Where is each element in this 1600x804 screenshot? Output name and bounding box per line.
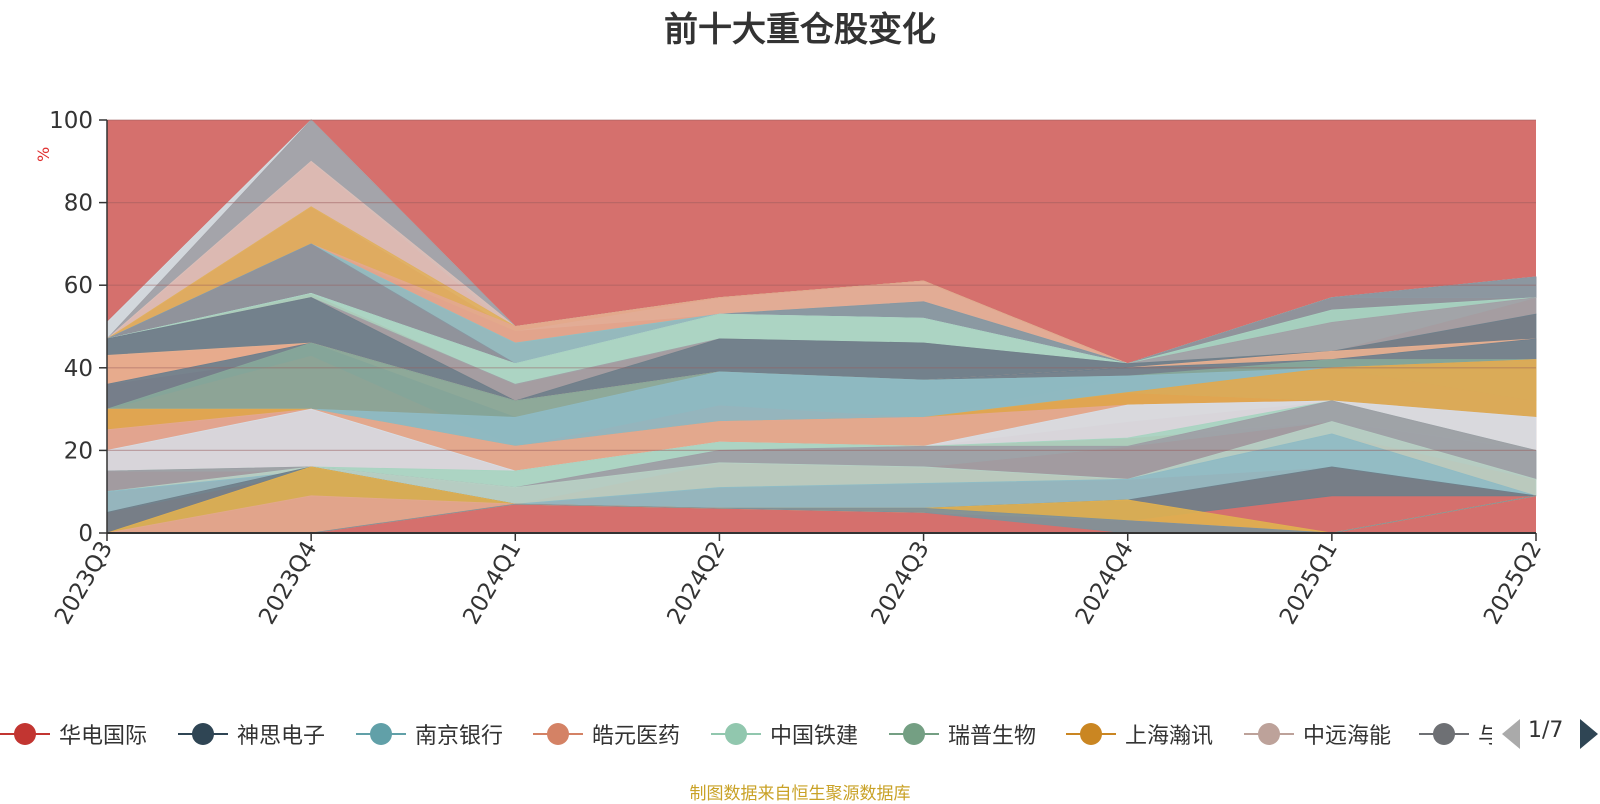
y-tick-label: 60 (64, 273, 93, 299)
legend-marker-icon (1419, 722, 1469, 746)
legend-item-label: 瑞普生物 (948, 724, 1037, 749)
legend-item[interactable]: 皓元医药 (533, 712, 680, 756)
legend-item-label: 神思电子 (237, 724, 326, 749)
x-tick-label: 2023Q3 (50, 537, 118, 629)
y-tick-label: 100 (49, 108, 93, 134)
y-tick-label: 0 (78, 521, 93, 547)
legend-marker-icon (0, 722, 50, 746)
legend-item[interactable]: 上海瀚讯 (1066, 712, 1213, 756)
series-band-26 (107, 495, 1537, 534)
legend-item[interactable]: 中国铁建 (711, 712, 858, 756)
y-axis-unit-label: % (34, 147, 53, 162)
legend-item[interactable]: 瑞普生物 (889, 712, 1036, 756)
x-tick-label: 2023Q4 (254, 537, 322, 629)
y-tick-label: 40 (64, 356, 93, 382)
legend-marker-icon (1244, 722, 1294, 746)
x-tick-label: 2024Q1 (458, 537, 526, 629)
legend-marker-icon (711, 722, 761, 746)
legend-item[interactable]: 华电国际 (0, 712, 147, 756)
x-tick-label: 2025Q1 (1275, 537, 1343, 629)
legend-pager: 1/7 (1500, 716, 1600, 752)
grid-lines (107, 119, 1536, 451)
legend-item-label: 南京银行 (415, 724, 504, 749)
legend-marker-icon (533, 722, 583, 746)
y-tick-label: 80 (64, 191, 93, 217)
legend-item-label: 中远海能 (1303, 724, 1392, 749)
data-source-note: 制图数据来自恒生聚源数据库 (689, 784, 911, 804)
y-tick-label: 20 (64, 438, 93, 464)
legend-marker-icon (178, 722, 228, 746)
legend-marker-icon (356, 722, 406, 746)
legend-marker-icon (889, 722, 939, 746)
x-tick-label: 2024Q3 (867, 537, 935, 629)
x-tick-label: 2024Q4 (1071, 537, 1139, 629)
chart-title: 前十大重仓股变化 (664, 10, 936, 50)
legend-item-label: 上海瀚讯 (1125, 724, 1214, 749)
legend-item[interactable]: 与 (1419, 712, 1492, 756)
x-tick-label: 2024Q2 (662, 537, 730, 629)
legend-page-indicator: 1/7 (1528, 718, 1564, 743)
x-tick-label: 2025Q2 (1479, 537, 1547, 629)
legend-item[interactable]: 中远海能 (1244, 712, 1391, 756)
legend-next-page-button[interactable] (1580, 719, 1598, 749)
legend-item-label: 中国铁建 (770, 724, 859, 749)
legend-item-label: 与 (1478, 724, 1492, 749)
legend-prev-page-button[interactable] (1502, 719, 1520, 749)
series-areas (106, 119, 1537, 534)
legend-item-label: 皓元医药 (592, 724, 681, 749)
legend-item[interactable]: 神思电子 (178, 712, 325, 756)
legend-item-label: 华电国际 (59, 724, 148, 749)
legend-marker-icon (1066, 722, 1116, 746)
legend: 华电国际 神思电子 南京银行 皓元医药 中国铁建 瑞普生物 上海瀚讯 中远海能 与 (0, 712, 1492, 756)
legend-item[interactable]: 南京银行 (356, 712, 503, 756)
